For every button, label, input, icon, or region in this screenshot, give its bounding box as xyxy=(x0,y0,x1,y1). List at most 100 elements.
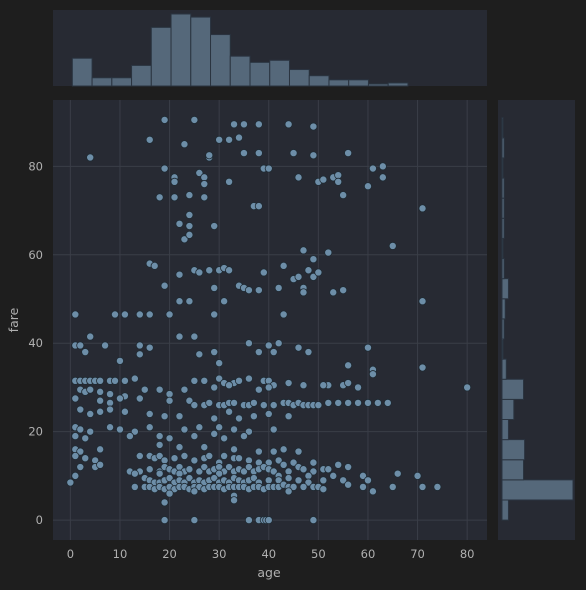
scatter-point xyxy=(215,135,224,144)
scatter-point xyxy=(96,387,105,396)
scatter-point xyxy=(76,463,85,472)
scatter-point xyxy=(413,471,422,480)
top-hist-bar xyxy=(111,77,133,87)
scatter-point xyxy=(284,412,293,421)
top-hist-bar xyxy=(210,34,231,87)
right-hist-bar xyxy=(501,499,509,521)
right-hist-bar xyxy=(501,338,504,360)
scatter-point xyxy=(215,359,224,368)
x-tick-label: 50 xyxy=(311,547,326,561)
scatter-point xyxy=(344,480,353,489)
scatter-point xyxy=(205,451,214,460)
y-tick-label: 0 xyxy=(36,513,43,527)
top-hist-bar xyxy=(91,77,113,87)
scatter-point xyxy=(344,463,353,472)
scatter-point xyxy=(160,281,169,290)
scatter-point xyxy=(175,443,184,452)
scatter-point xyxy=(76,341,85,350)
scatter-point xyxy=(200,173,209,182)
scatter-point xyxy=(284,474,293,483)
right-hist-bar xyxy=(501,378,525,400)
y-tick-label: 60 xyxy=(28,248,43,262)
scatter-point xyxy=(115,425,124,434)
scatter-point xyxy=(81,454,90,463)
y-axis-ticks: 0 20 40 60 80 xyxy=(28,159,43,527)
scatter-point xyxy=(269,401,278,410)
scatter-point xyxy=(254,149,263,158)
scatter-point xyxy=(220,297,229,306)
scatter-point xyxy=(190,516,199,525)
scatter-point xyxy=(304,471,313,480)
scatter-point xyxy=(115,356,124,365)
scatter-point xyxy=(269,467,278,476)
scatter-point xyxy=(185,230,194,239)
scatter-point xyxy=(135,341,144,350)
scatter-point xyxy=(180,451,189,460)
scatter-point xyxy=(284,467,293,476)
scatter-point xyxy=(185,297,194,306)
scatter-point xyxy=(210,222,219,231)
scatter-point xyxy=(284,379,293,388)
y-tick-label: 40 xyxy=(28,336,43,350)
scatter-point xyxy=(274,339,283,348)
x-axis-ticks: 0 10 20 30 40 50 60 70 80 xyxy=(67,547,475,561)
scatter-point xyxy=(200,180,209,189)
scatter-point xyxy=(145,135,154,144)
scatter-point xyxy=(155,432,164,441)
right-hist-bar xyxy=(501,318,505,340)
scatter-point xyxy=(264,341,273,350)
scatter-point xyxy=(269,348,278,357)
top-marginal-histogram xyxy=(71,13,409,87)
x-tick-label: 60 xyxy=(361,547,376,561)
right-hist-bar xyxy=(501,398,515,420)
scatter-point xyxy=(329,288,338,297)
scatter-point xyxy=(319,381,328,390)
scatter-point xyxy=(433,482,442,491)
scatter-point xyxy=(319,476,328,485)
scatter-point xyxy=(299,465,308,474)
top-hist-bar xyxy=(387,82,409,87)
scatter-point xyxy=(329,471,338,480)
scatter-point xyxy=(170,177,179,186)
scatter-point xyxy=(160,115,169,124)
scatter-point xyxy=(254,447,263,456)
scatter-point xyxy=(388,482,397,491)
scatter-point xyxy=(195,268,204,277)
scatter-point xyxy=(120,310,129,319)
scatter-point xyxy=(339,286,348,295)
scatter-point xyxy=(234,454,243,463)
scatter-point xyxy=(363,398,372,407)
scatter-point xyxy=(309,151,318,160)
scatter-point xyxy=(225,381,234,390)
scatter-point xyxy=(185,474,194,483)
scatter-point xyxy=(190,332,199,341)
scatter-point xyxy=(130,469,139,478)
scatter-point xyxy=(140,385,149,394)
scatter-point xyxy=(180,140,189,149)
scatter-point xyxy=(86,427,95,436)
scatter-point xyxy=(111,310,120,319)
scatter-point xyxy=(299,381,308,390)
scatter-point xyxy=(244,456,253,465)
scatter-point xyxy=(165,396,174,405)
scatter-point xyxy=(185,210,194,219)
scatter-point xyxy=(254,202,263,211)
scatter-point xyxy=(125,432,134,441)
scatter-point xyxy=(319,175,328,184)
scatter-point xyxy=(239,120,248,129)
scatter-point xyxy=(96,396,105,405)
top-hist-bar xyxy=(249,61,271,87)
scatter-point xyxy=(185,191,194,200)
scatter-point xyxy=(344,361,353,370)
scatter-point xyxy=(225,266,234,275)
scatter-point xyxy=(284,120,293,129)
scatter-point xyxy=(210,348,219,357)
right-hist-bar xyxy=(501,157,504,179)
scatter-point xyxy=(170,193,179,202)
scatter-point xyxy=(111,376,120,385)
scatter-point xyxy=(66,478,75,487)
scatter-point xyxy=(254,348,263,357)
scatter-point xyxy=(334,177,343,186)
scatter-point xyxy=(175,270,184,279)
